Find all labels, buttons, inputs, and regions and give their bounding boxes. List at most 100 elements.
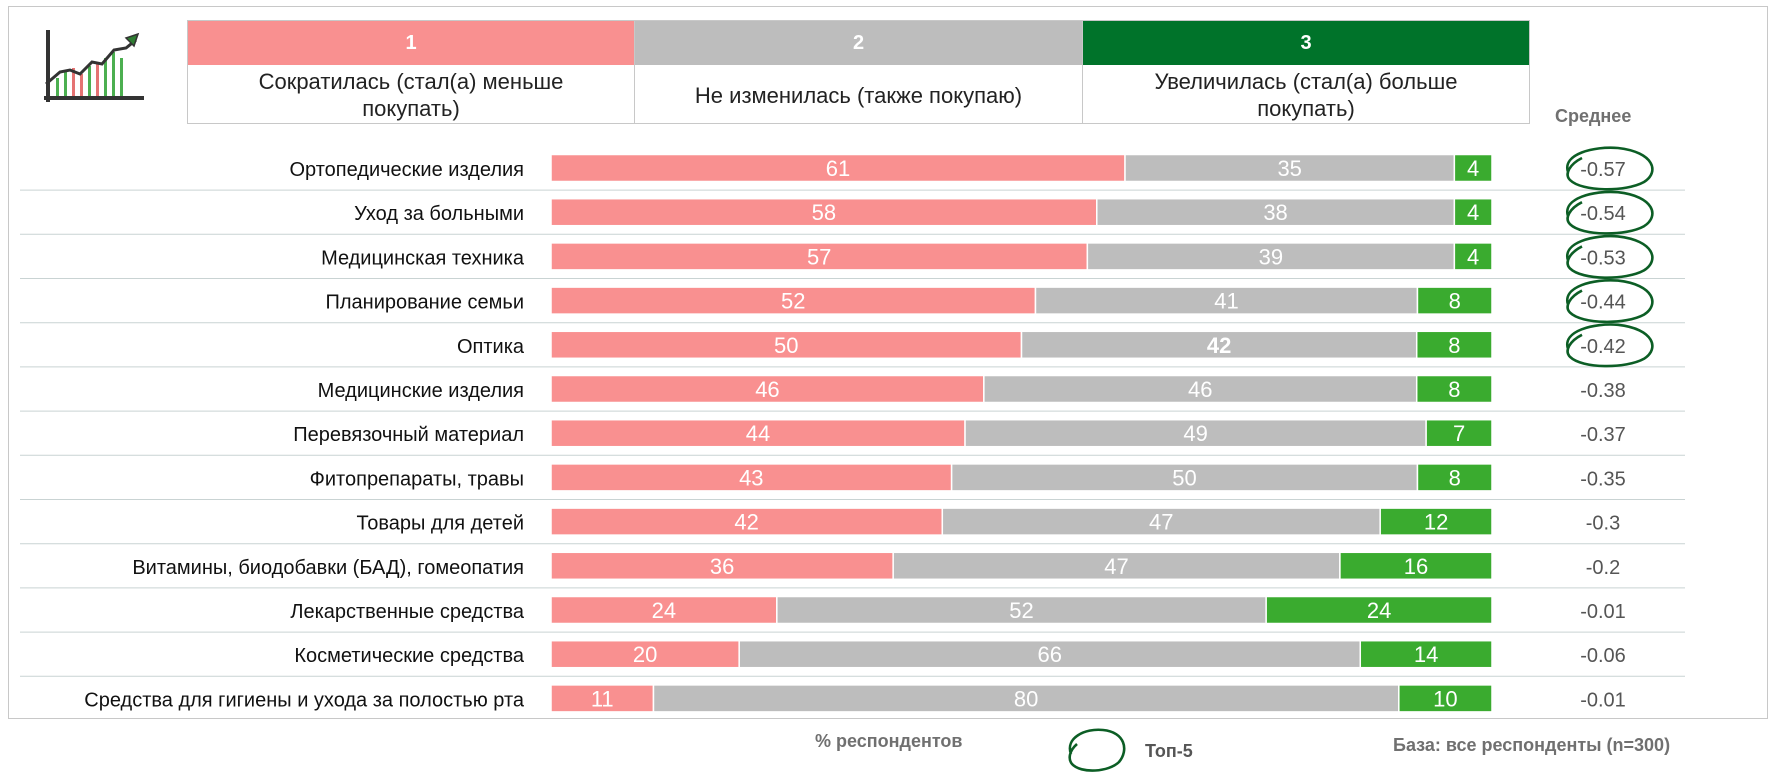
category-label: Витамины, биодобавки (БАД), гомеопатия [132, 557, 524, 579]
legend-label-unchanged: Не изменилась (также покупаю) [694, 82, 1023, 108]
value-label: 52 [1009, 598, 1033, 623]
top5-legend-label: Топ-5 [1145, 741, 1193, 761]
value-label: 24 [1367, 598, 1391, 623]
average-value: -0.35 [1580, 468, 1626, 490]
value-label: 50 [1172, 465, 1196, 490]
value-label: 44 [746, 421, 770, 446]
legend-label-decreased: Сократилась (стал(а) меньше покупать) [258, 69, 564, 121]
value-label: 4 [1467, 244, 1479, 269]
stacked-bar-chart: Ортопедические изделия 61 35 4 -0.57 Уход за … [20, 146, 1685, 713]
bar-segment-increased [1425, 418, 1493, 448]
value-label: 39 [1259, 244, 1283, 269]
bar-segment-decreased [550, 330, 1023, 360]
value-label: 12 [1424, 510, 1448, 535]
category-label: Средства для гигиены и ухода за полостью… [84, 689, 525, 711]
top5-circle-icon [1566, 146, 1654, 191]
category-label: Косметические средства [294, 645, 524, 667]
base-note: База: все респонденты (n=300) [1393, 735, 1671, 755]
value-label: 11 [591, 686, 614, 711]
value-label: 41 [1214, 289, 1238, 314]
bar-segment-unchanged [1124, 153, 1456, 183]
bar-segment-increased [1453, 242, 1493, 271]
average-value: -0.01 [1580, 689, 1626, 711]
chart-frame [8, 6, 1768, 719]
bar-segment-increased [1265, 595, 1493, 625]
average-value: -0.54 [1580, 203, 1626, 225]
value-label: 36 [710, 554, 734, 579]
bar-segment-increased [1339, 551, 1493, 581]
bar-segment-increased [1415, 330, 1493, 360]
bar-segment-unchanged [1034, 286, 1419, 315]
unit-label: % респондентов [815, 731, 963, 751]
value-label: 35 [1277, 156, 1301, 181]
average-value: -0.38 [1580, 380, 1626, 402]
category-label: Медицинская техника [321, 247, 525, 269]
value-label: 80 [1014, 686, 1038, 711]
legend-item-increased: 3 Увеличилась (стал(а) больше покупать) [1082, 20, 1530, 124]
average-value: -0.3 [1586, 513, 1620, 535]
value-label: 57 [807, 244, 831, 269]
legend-label-increased: Увеличилась (стал(а) больше покупать) [1154, 69, 1458, 121]
average-value: -0.57 [1580, 159, 1626, 181]
category-label: Товары для детей [357, 513, 524, 535]
top5-circle-icon [1566, 234, 1654, 279]
bar-segment-unchanged [776, 595, 1267, 625]
bar-segment-unchanged [738, 639, 1362, 669]
bar-segment-decreased [550, 242, 1089, 271]
value-label: 8 [1449, 465, 1461, 490]
value-label: 4 [1467, 200, 1479, 225]
value-label: 16 [1404, 554, 1428, 579]
average-value: -0.01 [1580, 601, 1626, 623]
value-label: 50 [774, 333, 798, 358]
value-label: 46 [1188, 377, 1212, 402]
category-label: Ортопедические изделия [289, 159, 524, 181]
legend-number-1: 1 [188, 21, 634, 65]
bar-segment-increased [1379, 507, 1493, 536]
value-label: 38 [1263, 200, 1287, 225]
bar-segment-decreased [550, 551, 894, 581]
top5-circle-icon [1566, 323, 1654, 368]
average-value: -0.53 [1580, 247, 1626, 269]
value-label: 43 [739, 465, 763, 490]
value-label: 8 [1448, 333, 1460, 358]
value-label: 58 [812, 200, 836, 225]
value-label: 52 [781, 289, 805, 314]
bar-segment-unchanged [941, 507, 1381, 536]
top5-circle-icon [1566, 190, 1654, 235]
bar-segment-decreased [550, 639, 740, 669]
bar-segment-decreased [550, 507, 944, 536]
value-label: 42 [734, 510, 758, 535]
value-label: 46 [755, 377, 779, 402]
legend-item-unchanged: 2 Не изменилась (также покупаю) [634, 20, 1083, 124]
top5-circle-icon [1068, 728, 1126, 772]
average-value: -0.06 [1580, 645, 1626, 667]
value-label: 49 [1183, 421, 1207, 446]
category-label: Планирование семьи [325, 292, 524, 314]
category-label: Медицинские изделия [318, 380, 524, 402]
average-value: -0.42 [1580, 336, 1626, 358]
category-label: Оптика [457, 336, 525, 358]
top5-circle-icon [1566, 279, 1654, 324]
bar-segment-increased [1398, 684, 1493, 713]
value-label: 7 [1453, 421, 1465, 446]
value-label: 10 [1433, 686, 1457, 711]
value-label: 8 [1448, 377, 1460, 402]
value-label: 24 [652, 598, 676, 623]
bar-segment-unchanged [1020, 330, 1418, 360]
value-label: 66 [1037, 642, 1061, 667]
category-label: Фитопрепараты, травы [310, 468, 524, 490]
average-column-header: Среднее [1555, 106, 1632, 126]
average-value: -0.37 [1580, 424, 1626, 446]
category-label: Уход за больными [354, 203, 524, 225]
legend-item-decreased: 1 Сократилась (стал(а) меньше покупать) [187, 20, 635, 124]
bar-segment-increased [1415, 374, 1493, 404]
bar-segment-decreased [550, 197, 1098, 227]
value-label: 42 [1207, 333, 1231, 358]
bar-segment-decreased [550, 374, 985, 404]
average-value: -0.44 [1580, 292, 1626, 314]
legend-number-3: 3 [1083, 21, 1529, 65]
value-label: 8 [1449, 289, 1461, 314]
value-label: 20 [633, 642, 657, 667]
growth-chart-icon [44, 30, 144, 102]
value-label: 61 [826, 156, 850, 181]
